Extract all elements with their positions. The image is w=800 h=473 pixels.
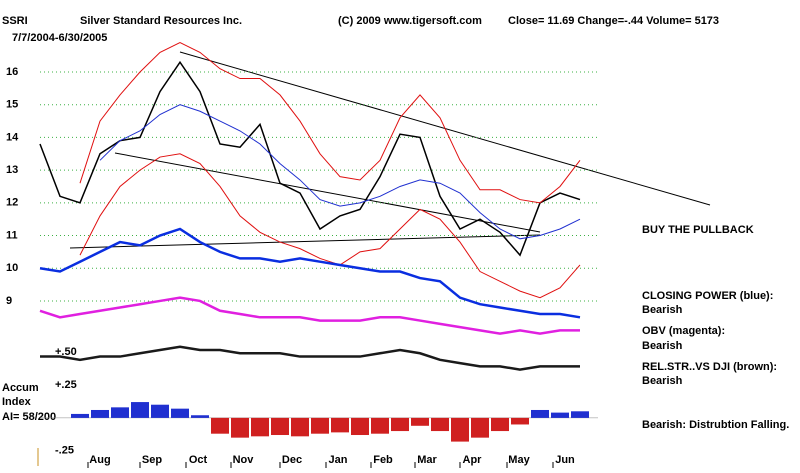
y-tick-label: 16 xyxy=(6,66,18,78)
bar xyxy=(371,417,389,434)
annotation: Bearish: Distrubtion Falling. xyxy=(642,419,789,431)
x-tick-label: Dec xyxy=(282,454,302,466)
y-tick-label: 12 xyxy=(6,197,18,209)
annotation: Bearish xyxy=(642,375,683,387)
y-tick-label: 11 xyxy=(6,229,18,241)
y-tick-label: +.25 xyxy=(55,379,77,391)
x-tick-label: Mar xyxy=(417,454,437,466)
bar xyxy=(391,417,409,432)
x-tick-label: Nov xyxy=(233,454,255,466)
trendline xyxy=(69,234,541,249)
accum-label: AI= 58/200 xyxy=(2,411,56,423)
bar xyxy=(71,413,89,418)
bar xyxy=(251,417,269,437)
bar xyxy=(151,404,169,418)
symbol: SSRI xyxy=(2,15,28,27)
x-tick-label: Jan xyxy=(329,454,348,466)
y-tick-label: 14 xyxy=(6,131,19,143)
series-line xyxy=(40,345,580,371)
trendline xyxy=(114,152,541,233)
bar xyxy=(491,417,509,432)
accum-title: Index xyxy=(2,396,32,408)
bar xyxy=(451,417,469,442)
x-tick-label: Aug xyxy=(89,454,110,466)
x-tick-label: Oct xyxy=(189,454,208,466)
series-line xyxy=(79,153,581,299)
bar xyxy=(271,417,289,436)
y-tick-label: -.25 xyxy=(55,445,74,457)
annotation: CLOSING POWER (blue): xyxy=(642,290,773,302)
bar xyxy=(571,411,589,418)
series-line xyxy=(39,296,580,335)
annotation: REL.STR..VS DJI (brown): xyxy=(642,361,777,373)
bar xyxy=(191,415,209,418)
series-line xyxy=(39,60,581,257)
y-tick-label: 13 xyxy=(6,164,18,176)
bar xyxy=(291,417,309,437)
bar xyxy=(331,417,349,433)
series-line xyxy=(99,104,581,240)
x-tick-label: Feb xyxy=(373,454,393,466)
x-tick-label: Sep xyxy=(142,454,162,466)
x-tick-label: May xyxy=(508,454,530,466)
bar xyxy=(551,412,569,418)
series-line xyxy=(79,42,581,204)
bar xyxy=(231,417,249,438)
y-tick-label: 10 xyxy=(6,262,18,274)
bar xyxy=(91,409,109,418)
bar xyxy=(531,409,549,418)
bar xyxy=(171,408,189,418)
bar xyxy=(311,417,329,434)
date-range: 7/7/2004-6/30/2005 xyxy=(12,32,107,44)
annotation: Bearish xyxy=(642,304,683,316)
bar xyxy=(471,417,489,438)
bar xyxy=(511,417,529,425)
series-line xyxy=(39,227,581,319)
bar xyxy=(211,417,229,434)
accum-title: Accum xyxy=(2,382,39,394)
company: Silver Standard Resources Inc. xyxy=(80,15,242,27)
x-tick-label: Apr xyxy=(463,454,483,466)
x-tick-label: Jun xyxy=(555,454,575,466)
annotation: BUY THE PULLBACK xyxy=(642,224,754,236)
annotation: Bearish xyxy=(642,340,683,352)
y-tick-label: 15 xyxy=(6,99,18,111)
y-tick-label: +.50 xyxy=(55,346,77,358)
bar xyxy=(411,417,429,426)
y-tick-label: 9 xyxy=(6,295,12,307)
quote: Close= 11.69 Change=-.44 Volume= 5173 xyxy=(508,15,719,27)
bar xyxy=(351,417,369,436)
bar xyxy=(131,402,149,418)
bar xyxy=(431,417,449,432)
annotation: OBV (magenta): xyxy=(642,325,725,337)
bar xyxy=(111,407,129,418)
copyright: (C) 2009 www.tigersoft.com xyxy=(338,15,482,27)
